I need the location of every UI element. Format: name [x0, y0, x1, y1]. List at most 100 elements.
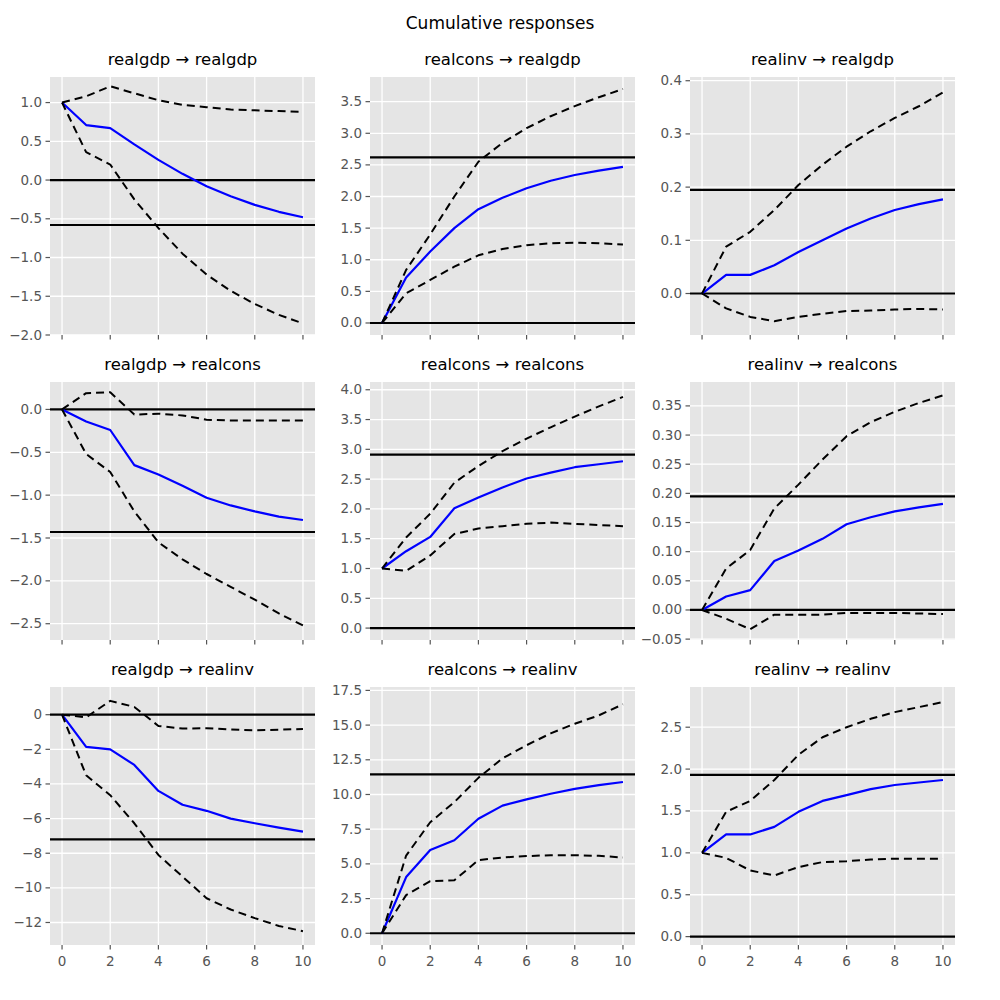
- y-tick-label: 2.5: [341, 471, 362, 487]
- y-tick-label: 1.5: [341, 220, 362, 236]
- subplot-realgdp-realgdp: 1.00.50.0−0.5−1.0−1.5−2.0realgdp → realg…: [15, 45, 335, 375]
- y-tick-label: 2.5: [341, 156, 362, 172]
- x-tick-label: 4: [474, 953, 483, 969]
- x-tick-label: 0: [58, 953, 67, 969]
- subplot-title: realcons → realinv: [428, 660, 578, 679]
- y-tick-label: −12: [14, 914, 43, 930]
- y-tick-label: 0.05: [652, 572, 682, 588]
- y-tick-label: 2.0: [661, 761, 682, 777]
- y-tick-label: 0.10: [652, 543, 682, 559]
- y-tick-label: 1.0: [341, 560, 362, 576]
- subplot-realgdp-realinv: 02468100−2−4−6−8−10−12realgdp → realinv: [15, 655, 335, 985]
- subplot-title: realinv → realgdp: [751, 50, 894, 69]
- x-tick-label: 6: [522, 953, 531, 969]
- y-tick-label: 0: [33, 706, 42, 722]
- y-tick-label: −4: [22, 775, 42, 791]
- plot-area: [50, 687, 315, 945]
- y-tick-label: 0.30: [652, 427, 682, 443]
- subplot-realgdp-realcons: 0.0−0.5−1.0−1.5−2.0−2.5realgdp → realcon…: [15, 350, 335, 680]
- figure: Cumulative responses 1.00.50.0−0.5−1.0−1…: [0, 0, 1000, 1000]
- y-tick-label: −0.5: [9, 444, 42, 460]
- y-tick-label: 4.0: [341, 381, 362, 397]
- subplot-title: realgdp → realcons: [104, 355, 261, 374]
- y-tick-label: −2.5: [9, 615, 42, 631]
- y-tick-label: 0.0: [341, 314, 362, 330]
- y-tick-label: −1.5: [9, 288, 42, 304]
- x-tick-label: 2: [426, 953, 435, 969]
- plot-area: [690, 687, 955, 945]
- x-tick-label: 0: [378, 953, 387, 969]
- y-tick-label: −1.5: [9, 530, 42, 546]
- y-tick-label: 0.0: [21, 172, 42, 188]
- y-tick-label: 17.5: [332, 682, 362, 698]
- x-tick-label: 10: [934, 953, 951, 969]
- y-tick-label: 1.0: [21, 94, 42, 110]
- y-tick-label: 0.0: [21, 401, 42, 417]
- y-tick-label: 2.0: [341, 188, 362, 204]
- y-tick-label: 1.5: [661, 802, 682, 818]
- y-tick-label: −6: [22, 810, 42, 826]
- y-tick-label: −1.0: [9, 249, 42, 265]
- subplot-realcons-realgdp: 0.0 0.5 1.0 1.5 2.0 2.5 3.0 3.5 realcons → realg…: [335, 45, 655, 375]
- y-tick-label: −2.0: [9, 572, 42, 588]
- y-tick-label: −2.0: [9, 327, 42, 343]
- subplot-realinv-realgdp: 0.0 0.1 0.2 0.3 0.4 realinv → realgdp: [655, 45, 975, 375]
- subplot-title: realcons → realgdp: [424, 50, 581, 69]
- y-tick-label: 0.20: [652, 485, 682, 501]
- y-tick-label: −0.05: [641, 631, 682, 647]
- x-tick-label: 8: [890, 953, 899, 969]
- y-tick-label: 0.25: [652, 456, 682, 472]
- subplot-realcons-realcons: 0.00.51.01.52.02.53.03.54.0realcons → re…: [335, 350, 655, 680]
- subplot-title: realgdp → realinv: [111, 660, 254, 679]
- subplot-grid: 1.00.50.0−0.5−1.0−1.5−2.0realgdp → realg…: [15, 45, 975, 990]
- y-tick-label: 0.4: [661, 72, 682, 88]
- y-tick-label: 2.5: [341, 890, 362, 906]
- subplot-title: realinv → realinv: [754, 660, 891, 679]
- y-tick-label: 0.2: [661, 179, 682, 195]
- y-tick-label: 0.00: [652, 601, 682, 617]
- y-tick-label: 12.5: [332, 751, 362, 767]
- plot-area: [370, 382, 635, 640]
- y-tick-label: 0.5: [341, 590, 362, 606]
- y-tick-label: 0.5: [341, 283, 362, 299]
- y-tick-label: 0.1: [661, 232, 682, 248]
- y-tick-label: 5.0: [341, 855, 362, 871]
- subplot-title: realcons → realcons: [421, 355, 584, 374]
- x-tick-label: 4: [154, 953, 163, 969]
- y-tick-label: −0.5: [9, 210, 42, 226]
- y-tick-label: 0.15: [652, 514, 682, 530]
- x-tick-label: 8: [570, 953, 579, 969]
- x-tick-label: 10: [294, 953, 311, 969]
- subplot-title: realgdp → realgdp: [108, 50, 258, 69]
- y-tick-label: 3.0: [341, 441, 362, 457]
- x-tick-label: 2: [106, 953, 115, 969]
- y-tick-label: 1.0: [341, 251, 362, 267]
- y-tick-label: 0.35: [652, 397, 682, 413]
- x-tick-label: 8: [250, 953, 259, 969]
- y-tick-label: −8: [22, 845, 42, 861]
- y-tick-label: 1.5: [341, 530, 362, 546]
- y-tick-label: 0.0: [661, 928, 682, 944]
- subplot-title: realinv → realcons: [748, 355, 898, 374]
- y-tick-label: 3.5: [341, 93, 362, 109]
- y-tick-label: 3.0: [341, 125, 362, 141]
- subplot-realcons-realinv: 02468100.02.55.07.510.012.515.017.5realc…: [335, 655, 655, 985]
- y-tick-label: 1.0: [661, 844, 682, 860]
- y-tick-label: −10: [14, 879, 43, 895]
- figure-title: Cumulative responses: [0, 13, 1000, 33]
- y-tick-label: 0.0: [661, 285, 682, 301]
- x-tick-label: 2: [746, 953, 755, 969]
- y-tick-label: 15.0: [332, 717, 362, 733]
- subplot-realinv-realinv: 02468100.00.51.01.52.02.5realinv → reali…: [655, 655, 975, 985]
- y-tick-label: 0.0: [341, 925, 362, 941]
- x-tick-label: 4: [794, 953, 803, 969]
- subplot-realinv-realcons: −0.050.000.050.100.150.200.250.300.35rea…: [655, 350, 975, 680]
- y-tick-label: 0.5: [21, 133, 42, 149]
- plot-area: [370, 77, 635, 335]
- y-tick-label: 3.5: [341, 411, 362, 427]
- x-tick-label: 10: [614, 953, 631, 969]
- y-tick-label: 0.5: [661, 886, 682, 902]
- y-tick-label: −2: [22, 741, 42, 757]
- y-tick-label: 10.0: [332, 786, 362, 802]
- y-tick-label: 0.3: [661, 125, 682, 141]
